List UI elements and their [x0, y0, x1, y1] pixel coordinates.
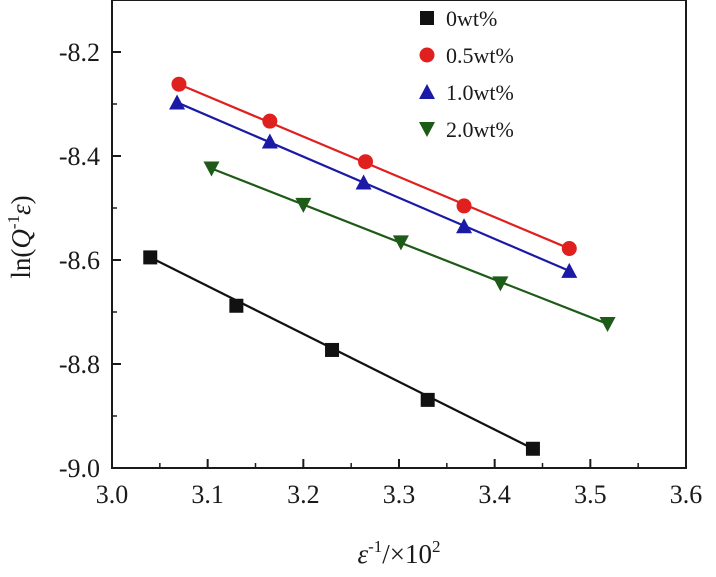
x-tick-label: 3.5 — [574, 480, 607, 509]
y-axis-title-prefix: ln( — [6, 249, 36, 279]
x-tick-label: 3.3 — [383, 480, 416, 509]
y-axis-title: ln(Q-1ε) — [4, 195, 36, 278]
x-tick-label: 3.6 — [670, 480, 703, 509]
y-tick-label: -8.6 — [59, 246, 100, 275]
data-point — [262, 113, 278, 129]
data-point — [295, 197, 312, 213]
data-point — [358, 154, 374, 170]
fit-line — [176, 101, 570, 272]
legend-item: 0.5wt% — [419, 43, 514, 68]
legend-marker — [419, 84, 435, 99]
legend-item: 1.0wt% — [419, 80, 514, 105]
x-tick-label: 3.4 — [478, 480, 511, 509]
series-1 — [171, 76, 577, 257]
legend-label: 1.0wt% — [446, 80, 514, 105]
series-3 — [203, 161, 616, 332]
x-tick-label: 3.1 — [191, 480, 224, 509]
legend: 0wt% 0.5wt% 1.0wt% 2.0wt% — [419, 6, 514, 142]
fit-line — [178, 83, 570, 250]
y-axis-title-q: Q — [6, 229, 36, 249]
legend-item: 2.0wt% — [419, 117, 514, 142]
y-tick-label: -8.4 — [59, 142, 100, 171]
series-2 — [169, 94, 578, 278]
x-axis-title-unit: /×10 — [382, 539, 432, 569]
data-point — [420, 392, 435, 407]
legend-label: 2.0wt% — [446, 117, 514, 142]
data-point — [169, 94, 186, 110]
x-axis-title: ε-1/×102 — [357, 537, 440, 569]
data-point — [355, 174, 372, 190]
x-tick-label: 3.2 — [287, 480, 320, 509]
y-tick-label: -8.8 — [59, 350, 100, 379]
y-tick-label: -8.2 — [59, 38, 100, 67]
data-point — [561, 241, 577, 257]
y-axis-title-epsilon: ε — [6, 204, 36, 215]
y-axis-title-superscript: -1 — [4, 215, 23, 229]
data-point — [171, 76, 187, 92]
legend-marker — [419, 122, 435, 137]
fit-line — [149, 256, 534, 450]
x-axis-title-superscript: -1 — [368, 537, 382, 556]
data-point — [143, 250, 158, 265]
data-point — [392, 235, 409, 251]
legend-marker — [420, 11, 434, 25]
legend-label: 0wt% — [446, 6, 497, 31]
x-tick-label: 3.0 — [96, 480, 129, 509]
x-axis-title-unit-superscript: 2 — [432, 537, 441, 556]
plot-frame — [111, 0, 687, 469]
y-axis-title-suffix: ) — [6, 195, 36, 204]
x-axis-title-symbol: ε — [357, 539, 368, 569]
data-series-layer — [143, 76, 616, 456]
data-point — [261, 133, 278, 149]
data-point — [203, 161, 220, 177]
legend-marker — [419, 47, 435, 63]
legend-label: 0.5wt% — [446, 43, 514, 68]
fit-line — [211, 167, 608, 325]
y-axis-ticks: -9.0 -8.8 -8.6 -8.4 -8.2 — [59, 0, 121, 483]
data-point — [561, 262, 578, 278]
x-axis-ticks: 3.0 3.1 3.2 3.3 3.4 3.5 3.6 — [96, 459, 703, 509]
data-point — [325, 342, 340, 357]
data-point — [229, 298, 244, 313]
series-0 — [143, 250, 540, 456]
legend-item: 0wt% — [420, 6, 497, 31]
y-tick-label: -9.0 — [59, 454, 100, 483]
data-point — [599, 316, 616, 332]
data-point — [456, 218, 473, 234]
data-point — [525, 441, 540, 456]
data-point — [456, 198, 472, 214]
data-point — [492, 276, 509, 292]
